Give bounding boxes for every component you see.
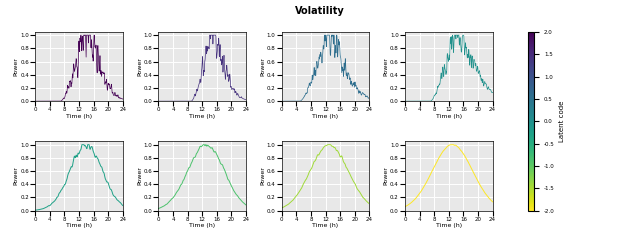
Y-axis label: Power: Power: [383, 57, 388, 76]
X-axis label: Time (h): Time (h): [312, 223, 339, 228]
Y-axis label: Power: Power: [137, 167, 142, 185]
X-axis label: Time (h): Time (h): [312, 114, 339, 119]
Y-axis label: Power: Power: [14, 57, 19, 76]
Y-axis label: Power: Power: [383, 167, 388, 185]
Y-axis label: Power: Power: [260, 57, 266, 76]
Y-axis label: Power: Power: [14, 167, 19, 185]
X-axis label: Time (h): Time (h): [189, 223, 215, 228]
Y-axis label: Power: Power: [137, 57, 142, 76]
Y-axis label: Latent code: Latent code: [559, 101, 565, 142]
X-axis label: Time (h): Time (h): [66, 223, 92, 228]
X-axis label: Time (h): Time (h): [66, 114, 92, 119]
Y-axis label: Power: Power: [260, 167, 266, 185]
Text: Volatility: Volatility: [295, 6, 345, 16]
X-axis label: Time (h): Time (h): [189, 114, 215, 119]
X-axis label: Time (h): Time (h): [436, 223, 462, 228]
X-axis label: Time (h): Time (h): [436, 114, 462, 119]
